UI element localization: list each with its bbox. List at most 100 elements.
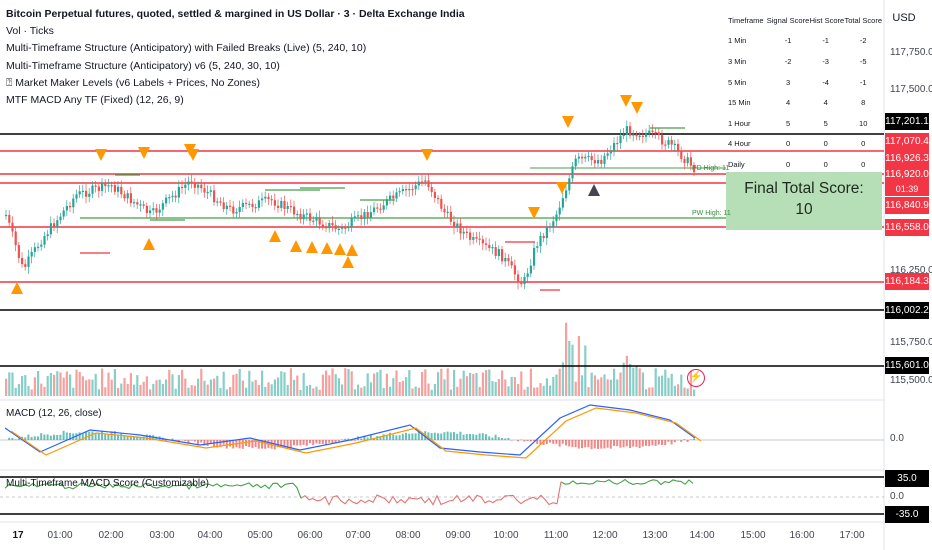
candle-body <box>347 226 350 229</box>
macd-histogram-bar <box>91 431 94 440</box>
final-score-label: Final Total Score: <box>744 180 864 197</box>
volume-bar <box>437 372 440 396</box>
candle-body <box>395 192 398 199</box>
table-row: 1 Min -1 -1 -2 <box>728 36 867 46</box>
candle-body <box>603 155 606 164</box>
candle-body <box>641 135 644 137</box>
candle-body <box>203 188 206 193</box>
macd-histogram-bar <box>104 434 107 440</box>
macd-histogram-bar <box>661 440 663 446</box>
macd-histogram-bar <box>561 440 564 444</box>
macd-histogram-bar <box>395 435 398 440</box>
candle-body <box>56 220 59 228</box>
candle-body <box>401 189 404 192</box>
candle-body <box>446 211 449 213</box>
volume-bar <box>225 389 228 396</box>
volume-bar <box>75 369 78 396</box>
price-tick: 115,500.0 <box>890 375 932 386</box>
volume-bar <box>123 378 126 396</box>
table-row: Daily 0 0 0 <box>728 159 866 169</box>
indicator-mtf-macd[interactable]: MTF MACD Any TF (Fixed) (12, 26, 9) <box>6 94 184 107</box>
macd-histogram-bar <box>581 440 583 449</box>
volume-bar <box>677 384 680 396</box>
candle-body <box>609 151 612 154</box>
macd-histogram-bar <box>389 432 391 440</box>
volume-bar <box>321 374 324 396</box>
flash-icon[interactable]: ⚡ <box>687 369 705 387</box>
volume-bar <box>222 371 225 396</box>
candle-body <box>69 205 72 208</box>
macd-histogram-bar <box>81 432 84 440</box>
volume-bar <box>389 386 392 396</box>
macd-histogram-bar <box>638 440 641 449</box>
volume-bar <box>507 386 510 396</box>
volume-bar <box>325 370 328 396</box>
candle-body <box>171 195 174 198</box>
volume-bar <box>139 384 142 396</box>
volume-bar <box>622 362 625 396</box>
volume-bar <box>177 375 180 396</box>
candle-body <box>219 201 222 203</box>
macd-histogram-bar <box>321 440 324 444</box>
candle-body <box>440 198 443 209</box>
volume-bar <box>56 371 59 396</box>
volume-bar <box>133 384 136 396</box>
table-row: 4 Hour 0 0 0 <box>728 139 866 149</box>
volume-bar <box>625 355 628 396</box>
candle-body <box>677 143 680 151</box>
candle-body <box>254 207 257 209</box>
candle-body <box>600 160 603 164</box>
macd-histogram-bar <box>30 437 33 440</box>
macd-histogram-bar <box>72 433 75 440</box>
volume-bar <box>72 387 75 396</box>
candle-body <box>568 178 571 191</box>
volume-bar <box>504 379 507 396</box>
macd-histogram-bar <box>344 438 347 440</box>
candle-body <box>510 261 513 266</box>
volume-bar <box>69 374 72 396</box>
indicator-market-maker-levels[interactable]: ⍰ Market Maker Levels (v6 Labels + Price… <box>6 76 261 89</box>
candle-body <box>305 213 308 215</box>
indicator-mtf-structure-v6[interactable]: Multi-Timeframe Structure (Anticipatory)… <box>6 59 280 72</box>
candle-body <box>94 185 97 187</box>
candle-body <box>235 211 238 214</box>
macd-histogram-bar <box>670 440 673 445</box>
currency-button[interactable]: USD <box>892 12 916 24</box>
time-tick: 10:00 <box>493 530 519 541</box>
macd-histogram-bar <box>693 438 695 440</box>
candle-body <box>280 200 283 208</box>
macd-pane-label[interactable]: MACD (12, 26, close) <box>6 408 102 419</box>
indicator-volume[interactable]: Vol · Ticks <box>6 25 54 38</box>
candle-body <box>321 224 324 227</box>
symbol-title[interactable]: Bitcoin Perpetual futures, quoted, settl… <box>6 8 465 20</box>
candle-body <box>520 282 523 285</box>
candle-body <box>270 199 273 201</box>
volume-bar <box>433 383 436 396</box>
volume-bar <box>43 386 46 396</box>
candle-body <box>43 236 46 245</box>
macd-histogram-bar <box>501 437 503 440</box>
candle-body <box>248 203 251 205</box>
volume-bar <box>424 369 427 396</box>
candle-body <box>552 221 555 227</box>
volume-bar <box>574 381 577 396</box>
candle-body <box>539 235 542 247</box>
candle-body <box>299 213 302 220</box>
volume-bar <box>216 375 219 396</box>
score-pane-label[interactable]: Multi-Timeframe MACD Score (Customizable… <box>6 478 209 489</box>
candle-body <box>654 132 657 134</box>
volume-bar <box>673 385 676 396</box>
candle-body <box>385 199 388 206</box>
macd-histogram-bar <box>494 434 497 440</box>
macd-histogram-bar <box>641 440 644 447</box>
volume-bar <box>405 377 408 396</box>
macd-histogram-bar <box>325 440 327 445</box>
volume-bar <box>670 373 673 396</box>
indicator-mtf-structure-failed[interactable]: Multi-Timeframe Structure (Anticipatory)… <box>6 42 367 55</box>
candle-body <box>549 226 552 228</box>
candle-body <box>529 265 532 274</box>
volume-bar <box>30 389 33 396</box>
volume-bar <box>683 387 686 396</box>
macd-histogram-bar <box>315 440 318 444</box>
